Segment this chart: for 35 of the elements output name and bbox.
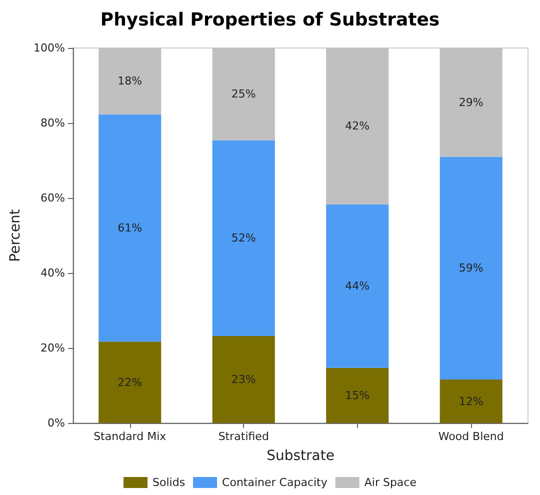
bar <box>212 336 275 423</box>
y-axis-title: Percent <box>8 208 24 262</box>
legend-label: Solids <box>152 476 186 489</box>
x-tick-label: Standard Mix <box>94 430 167 443</box>
data-label: 44% <box>345 280 370 293</box>
legend-label: Container Capacity <box>222 476 328 489</box>
bar <box>440 156 502 380</box>
y-tick-label: 80% <box>40 116 65 130</box>
data-label: 52% <box>231 232 256 245</box>
y-tick-label: 20% <box>40 342 65 354</box>
y-tick-label: 100% <box>34 42 65 54</box>
data-label: 15% <box>345 388 370 402</box>
legend-label: Air Space <box>364 476 417 489</box>
bar <box>212 140 275 336</box>
chart-title: Physical Properties of Substrates <box>100 10 440 30</box>
x-tick-label: Stratified <box>218 430 269 443</box>
data-label: 61% <box>118 222 142 234</box>
data-label: 42% <box>345 120 370 133</box>
x-axis-title: Substrate <box>266 448 334 464</box>
y-tick-label: 0% <box>48 416 65 430</box>
y-tick-label: 40% <box>40 266 65 280</box>
bar <box>326 368 389 423</box>
data-label: 29% <box>458 96 484 109</box>
x-tick-label: Wood Blend <box>438 430 504 443</box>
y-tick-label: 60% <box>40 192 65 204</box>
data-label: 18% <box>118 74 142 88</box>
bar <box>326 204 389 368</box>
data-label: 22% <box>118 376 142 389</box>
data-label: 25% <box>231 88 256 101</box>
data-label: 23% <box>231 373 256 386</box>
bar <box>98 114 162 342</box>
data-label: 59% <box>458 262 484 275</box>
bar <box>440 380 502 423</box>
bar <box>98 342 162 423</box>
data-label: 12% <box>458 394 484 408</box>
